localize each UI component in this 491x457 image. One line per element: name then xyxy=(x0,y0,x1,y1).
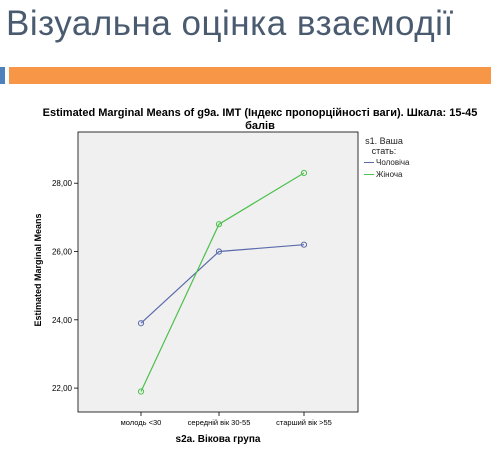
chart-title: Estimated Marginal Means of g9a. ІМТ (Ін… xyxy=(42,107,478,132)
data-point xyxy=(215,221,223,228)
legend-label-male: Чоловіча xyxy=(376,158,410,167)
legend-item-female: Жіноча xyxy=(364,170,402,179)
y-tick-label: 28,00 xyxy=(52,179,73,188)
x-tick-label: середній вік 30-55 xyxy=(188,418,251,427)
legend-item-male: Чоловіча xyxy=(364,158,409,167)
data-point xyxy=(300,241,308,248)
data-point xyxy=(215,248,223,255)
x-tick-label: старший вік >55 xyxy=(276,418,332,427)
legend-label-female: Жіноча xyxy=(376,170,403,179)
series-layer xyxy=(137,169,308,395)
accent-stripe-blue xyxy=(0,67,5,84)
y-tick-label: 26,00 xyxy=(52,248,73,257)
data-point xyxy=(300,169,308,177)
data-point xyxy=(137,388,145,395)
y-tick-label: 22,00 xyxy=(52,384,73,393)
legend-title: s1. Ваша стать: xyxy=(365,136,403,156)
slide-title: Візуальна оцінка взаємодії xyxy=(6,4,454,43)
y-tick-label: 24,00 xyxy=(52,316,73,325)
series-line-0 xyxy=(140,244,305,324)
plot-area xyxy=(77,131,359,413)
data-point xyxy=(137,320,145,327)
legend-swatch-male xyxy=(364,161,374,164)
y-axis-label: Estimated Marginal Means xyxy=(33,213,43,327)
legend-swatch-female xyxy=(364,173,374,176)
x-tick-label: молодь <30 xyxy=(121,418,162,427)
series-line-1 xyxy=(140,172,305,392)
x-axis-label: s2a. Вікова група xyxy=(175,434,261,445)
accent-stripe-orange xyxy=(9,67,491,84)
axis-layer: 22,00 24,00 26,00 28,00 молодь <30 середній в… xyxy=(52,179,332,427)
